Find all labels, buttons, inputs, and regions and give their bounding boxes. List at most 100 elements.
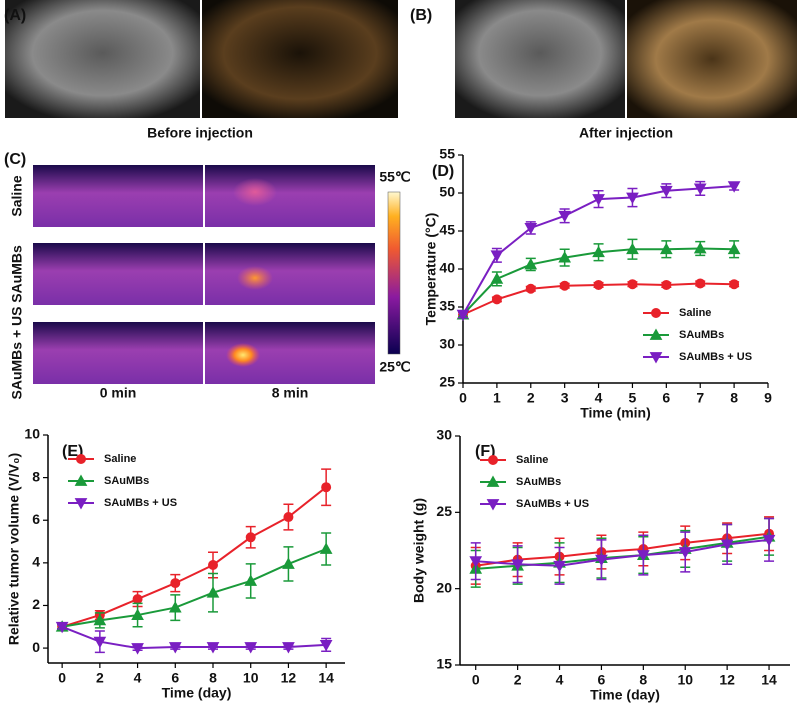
series-line xyxy=(61,486,327,628)
x-tick-label: 12 xyxy=(281,670,297,686)
marker xyxy=(524,223,538,235)
caption: Before injection xyxy=(147,125,253,141)
x-tick-label: 6 xyxy=(662,390,670,406)
y-tick-label: 2 xyxy=(32,596,40,612)
x-axis-title: Time (day) xyxy=(162,685,232,701)
marker xyxy=(627,279,638,290)
thermal-image xyxy=(205,243,375,305)
thermal-image xyxy=(33,322,203,384)
marker xyxy=(170,578,181,589)
marker xyxy=(659,185,673,198)
legend-marker xyxy=(649,328,663,340)
x-tick-label: 10 xyxy=(243,670,259,686)
hot-spot xyxy=(233,178,277,206)
x-tick-label: 6 xyxy=(171,670,179,686)
y-tick-label: 20 xyxy=(436,579,452,595)
marker xyxy=(55,621,69,634)
legend-marker xyxy=(76,454,86,464)
image-before-bmode xyxy=(5,0,200,118)
marker xyxy=(558,210,572,223)
y-tick-label: 35 xyxy=(439,298,455,314)
hot-spot xyxy=(226,343,260,367)
marker xyxy=(168,642,182,654)
marker xyxy=(168,601,182,613)
thermal-images xyxy=(33,165,375,384)
y-tick-label: 25 xyxy=(436,503,452,519)
row-label: SAuMBs + US xyxy=(9,307,25,400)
x-tick-label: 8 xyxy=(209,670,217,686)
x-tick-label: 2 xyxy=(514,672,522,688)
marker xyxy=(282,557,295,569)
y-tick-label: 50 xyxy=(439,184,455,200)
marker xyxy=(678,547,692,559)
y-tick-label: 45 xyxy=(439,222,455,238)
legend-label: Saline xyxy=(679,307,711,319)
y-tick-label: 0 xyxy=(32,639,40,655)
colorbar xyxy=(387,191,401,355)
marker xyxy=(720,539,734,551)
y-tick-label: 8 xyxy=(32,468,40,484)
row-label: SAuMBs xyxy=(9,245,25,303)
series-line xyxy=(61,548,327,628)
x-tick-label: 14 xyxy=(318,670,334,686)
marker xyxy=(208,559,218,570)
chart: 0 2 4 6 8 10 0 2 4 6 8 10 12 14 Time (day) Relative tum… xyxy=(6,426,345,701)
series-line xyxy=(475,532,770,567)
marker xyxy=(93,613,107,626)
column-label: 0 min xyxy=(100,385,137,401)
marker xyxy=(524,257,538,270)
thermal-image xyxy=(33,165,203,227)
marker xyxy=(131,643,144,655)
marker xyxy=(490,250,504,262)
marker xyxy=(245,532,256,543)
marker xyxy=(595,554,608,567)
x-tick-label: 5 xyxy=(629,390,637,406)
x-tick-label: 0 xyxy=(472,672,480,688)
x-tick-label: 3 xyxy=(561,390,569,406)
legend-label: SAuMBs + US xyxy=(104,497,177,509)
legend-marker xyxy=(486,475,500,487)
marker xyxy=(490,272,504,284)
legend-marker xyxy=(488,455,498,465)
marker xyxy=(558,251,572,263)
hot-spot xyxy=(237,266,273,290)
colorbar-label: 25℃ xyxy=(379,359,411,375)
marker xyxy=(727,242,741,255)
marker xyxy=(456,309,470,322)
marker xyxy=(283,512,294,523)
marker xyxy=(661,279,672,290)
legend-label: SAuMBs + US xyxy=(516,498,589,510)
y-tick-label: 30 xyxy=(439,336,455,352)
marker xyxy=(659,242,673,255)
marker xyxy=(693,241,707,254)
marker xyxy=(132,594,143,605)
marker xyxy=(319,542,333,554)
panel-label: (D) xyxy=(432,163,454,180)
row-label: Saline xyxy=(9,175,25,216)
marker xyxy=(321,482,332,493)
marker xyxy=(282,642,295,654)
marker xyxy=(93,636,107,649)
marker xyxy=(244,574,258,586)
marker xyxy=(626,192,639,205)
series-line xyxy=(475,538,770,567)
x-tick-label: 14 xyxy=(761,672,777,688)
x-tick-label: 2 xyxy=(96,670,104,686)
image-before-contrast xyxy=(202,0,398,118)
x-axis-title: Time (day) xyxy=(590,687,660,703)
marker xyxy=(469,556,483,568)
y-axis-title: Body weight (g) xyxy=(411,498,427,603)
y-axis-title: Temperature (°C) xyxy=(423,213,439,326)
marker xyxy=(593,279,604,290)
x-tick-label: 4 xyxy=(134,670,142,686)
marker xyxy=(525,283,536,294)
y-tick-label: 25 xyxy=(439,374,455,390)
x-tick-label: 7 xyxy=(696,390,704,406)
x-tick-label: 4 xyxy=(595,390,603,406)
y-axis-title: Relative tumor volume (V/V₀) xyxy=(6,453,22,645)
thermal-image xyxy=(33,243,203,305)
x-tick-label: 4 xyxy=(556,672,564,688)
x-tick-label: 12 xyxy=(719,672,735,688)
marker xyxy=(762,534,776,547)
